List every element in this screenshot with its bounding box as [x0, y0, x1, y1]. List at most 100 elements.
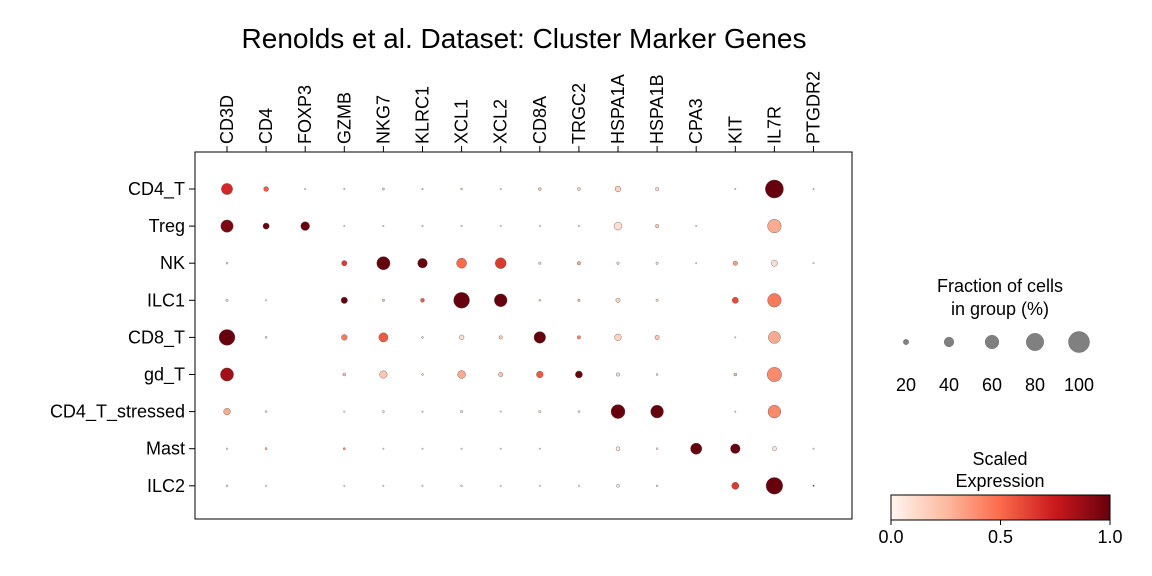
gene-label: XCL2: [491, 99, 511, 144]
dot: [655, 447, 659, 450]
dot: [417, 258, 428, 269]
dot: [300, 221, 310, 231]
dot: [655, 187, 660, 191]
dot: [382, 484, 385, 487]
plot-frame: [194, 151, 853, 520]
dot: [812, 484, 815, 487]
dot: [767, 293, 782, 308]
dot: [460, 447, 463, 450]
group-label: ILC1: [147, 290, 185, 310]
dot: [499, 447, 502, 450]
dot-grid: [218, 179, 815, 495]
dot: [265, 299, 267, 302]
dot: [495, 257, 507, 269]
dot: [457, 370, 466, 379]
color-legend-title-line2: Expression: [955, 471, 1044, 491]
dot: [421, 373, 424, 376]
group-axis: CD4_T Treg NK ILC1 CD8_T gd_T CD4_T_stressed Ma…: [50, 179, 195, 496]
dot: [812, 262, 815, 265]
size-legend-dot: [1068, 331, 1090, 353]
dot: [458, 334, 465, 341]
dot: [376, 256, 391, 271]
size-legend-dot: [984, 334, 1000, 350]
dot: [767, 219, 782, 234]
dot: [655, 261, 659, 265]
dot: [577, 298, 581, 302]
dot: [538, 410, 542, 414]
size-legend-dot: [1026, 333, 1044, 351]
dot: [220, 219, 234, 233]
gene-label: IL7R: [764, 106, 784, 144]
dot: [343, 410, 346, 413]
dot: [378, 332, 389, 343]
dot: [538, 484, 541, 487]
size-legend-dot: [903, 339, 909, 345]
dot: [498, 335, 503, 340]
dot: [221, 183, 233, 195]
gene-label: GZMB: [334, 92, 354, 144]
dot: [538, 261, 542, 265]
gene-label: HSPA1B: [647, 74, 667, 144]
dot: [538, 447, 541, 450]
dot: [225, 298, 229, 302]
dot: [379, 370, 388, 379]
dot: [538, 299, 541, 302]
dot: [734, 188, 737, 190]
dot: [734, 336, 737, 339]
dot: [494, 293, 508, 307]
size-legend-title-line2: in group (%): [951, 299, 1049, 319]
dot: [533, 331, 546, 344]
dot: [382, 225, 385, 228]
size-legend-items: 20 40 60 80 100: [896, 331, 1094, 395]
dot: [771, 259, 778, 267]
dot: [220, 367, 234, 382]
dot: [223, 408, 231, 416]
dot: [421, 336, 424, 339]
dot: [615, 297, 621, 303]
dot: [767, 404, 782, 419]
gene-label: CPA3: [686, 98, 706, 144]
dot: [265, 484, 267, 487]
dot: [732, 260, 738, 266]
dot: [765, 477, 783, 495]
gene-label: CD4: [256, 108, 276, 144]
dot: [225, 484, 229, 487]
dot: [610, 404, 626, 419]
dot: [499, 225, 502, 228]
dot: [730, 443, 741, 454]
dot: [264, 447, 268, 450]
dot: [733, 372, 737, 377]
dot: [734, 410, 737, 413]
dot: [655, 298, 659, 302]
dot: [538, 225, 541, 228]
dot: [695, 262, 698, 265]
dot: [812, 447, 815, 450]
dot: [420, 298, 425, 303]
dot: [262, 222, 270, 230]
dot: [499, 484, 502, 487]
dot: [538, 187, 542, 191]
dot: [343, 188, 346, 190]
dot: [421, 447, 424, 450]
dot: [263, 186, 269, 192]
dot: [498, 372, 504, 377]
dot: [615, 446, 621, 451]
size-legend-label: 20: [896, 375, 916, 395]
dot: [421, 188, 424, 190]
colorbar-tick-label: 1.0: [1097, 527, 1122, 547]
size-legend-label: 60: [982, 375, 1002, 395]
group-label: CD4_T: [128, 179, 185, 200]
dot: [381, 298, 385, 302]
group-label: CD4_T_stressed: [50, 402, 185, 423]
dot: [577, 187, 581, 191]
dot: [575, 370, 583, 379]
dot: [343, 225, 346, 228]
dot: [460, 484, 463, 487]
dot: [614, 185, 622, 193]
dot: [421, 410, 424, 413]
dot: [655, 484, 659, 487]
colorbar: [890, 494, 1111, 521]
colorbar-tick-label: 0.5: [988, 527, 1013, 547]
dot: [382, 187, 385, 191]
